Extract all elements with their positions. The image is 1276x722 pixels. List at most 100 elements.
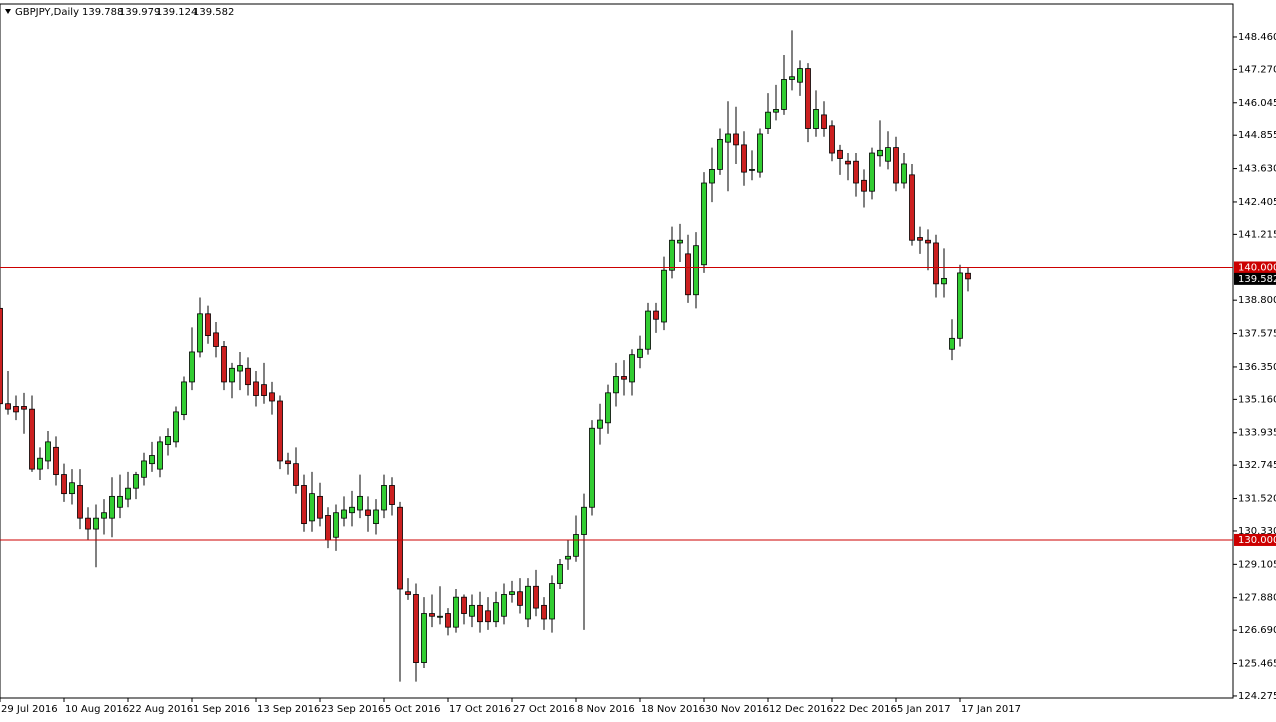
x-tick-label: 17 Oct 2016 [449,704,511,715]
candle-body [357,495,363,511]
candle-body [709,168,715,184]
candle-body [117,495,123,508]
candle-body [805,68,811,129]
candle-body [549,583,555,620]
candle-body [485,610,491,623]
candle-body [965,272,971,280]
candle-body [781,79,787,110]
quote-open: 139.788 [82,7,123,18]
x-tick-label: 13 Sep 2016 [257,704,320,715]
candle-body [405,591,411,595]
candle-body [445,613,451,628]
candle-body [77,485,83,519]
candle-body [845,160,851,165]
candle-body [197,313,203,353]
candle-body [109,495,115,519]
candle-body [917,237,923,241]
candle-body [261,384,267,396]
candle-body [925,239,931,244]
candle-body [717,139,723,170]
candle-body [53,446,59,475]
candle-body [461,596,467,614]
candle-body [933,242,939,285]
last-price-label: 139.582 [1238,274,1276,285]
candle-body [413,594,419,663]
y-tick-label: 144.855 [1238,130,1276,141]
candle-body [93,517,99,530]
candle-body [629,354,635,383]
candle-body [85,517,91,530]
candle-body [901,163,907,184]
y-tick-label: 135.160 [1238,394,1276,405]
candle-body [309,493,315,522]
candle-body [533,585,539,609]
candle-body [301,485,307,525]
candle-body [61,474,67,495]
candle-body [349,506,355,514]
candle-body [893,147,899,184]
candle-body [517,591,523,606]
candle-body [909,174,915,241]
candle-body [317,495,323,519]
candle-body [613,376,619,394]
x-tick-label: 12 Dec 2016 [769,704,833,715]
candle-body [541,604,547,620]
candle-body [373,509,379,525]
x-tick-label: 8 Nov 2016 [577,704,635,715]
x-tick-label: 23 Sep 2016 [321,704,384,715]
candle-body [453,596,459,628]
candle-body [885,147,891,162]
candle-body [181,381,187,416]
candle-body [325,515,331,541]
candle-body [597,419,603,429]
candle-body [733,133,739,146]
x-tick-label: 27 Oct 2016 [513,704,575,715]
y-tick-label: 125.465 [1238,659,1276,670]
x-tick-label: 29 Jul 2016 [1,704,58,715]
y-tick-label: 129.105 [1238,559,1276,570]
x-tick-label: 30 Nov 2016 [705,704,769,715]
candle-body [573,534,579,557]
candle-body [701,182,707,266]
quote-close: 139.582 [193,7,234,18]
candle-body [141,460,147,478]
candle-body [765,111,771,129]
y-tick-label: 137.575 [1238,329,1276,340]
y-tick-label: 127.880 [1238,593,1276,604]
y-tick-label: 143.630 [1238,164,1276,175]
candle-body [437,615,443,618]
plot-frame [0,3,1234,699]
candle-body [637,348,643,358]
candle-body [861,179,867,192]
last-price-bg [1234,272,1276,285]
candle-body [205,313,211,337]
candle-body [0,307,3,405]
candle-body [773,109,779,113]
candle-body [477,604,483,623]
candle-body [245,367,251,386]
candle-body [277,400,283,462]
candle-body [581,506,587,535]
x-tick-label: 22 Aug 2016 [129,704,193,715]
candle-body [525,585,531,620]
x-tick-label: 18 Nov 2016 [641,704,705,715]
x-tick-label: 5 Jan 2017 [897,704,951,715]
candle-body [725,133,731,143]
candle-body [29,408,35,470]
candle-body [757,133,763,173]
candle-body [37,457,43,470]
candle-body [949,337,955,350]
candle-body [589,427,595,508]
candle-body [493,602,499,623]
x-tick-label: 5 Oct 2016 [385,704,440,715]
candle-body [789,76,795,80]
candle-body [101,512,107,519]
candle-body [869,152,875,192]
candle-body [509,591,515,595]
candle-body [237,365,243,372]
candle-body [557,564,563,584]
candle-body [661,269,667,323]
x-tick-label: 22 Dec 2016 [833,704,897,715]
y-tick-label: 126.690 [1238,625,1276,636]
